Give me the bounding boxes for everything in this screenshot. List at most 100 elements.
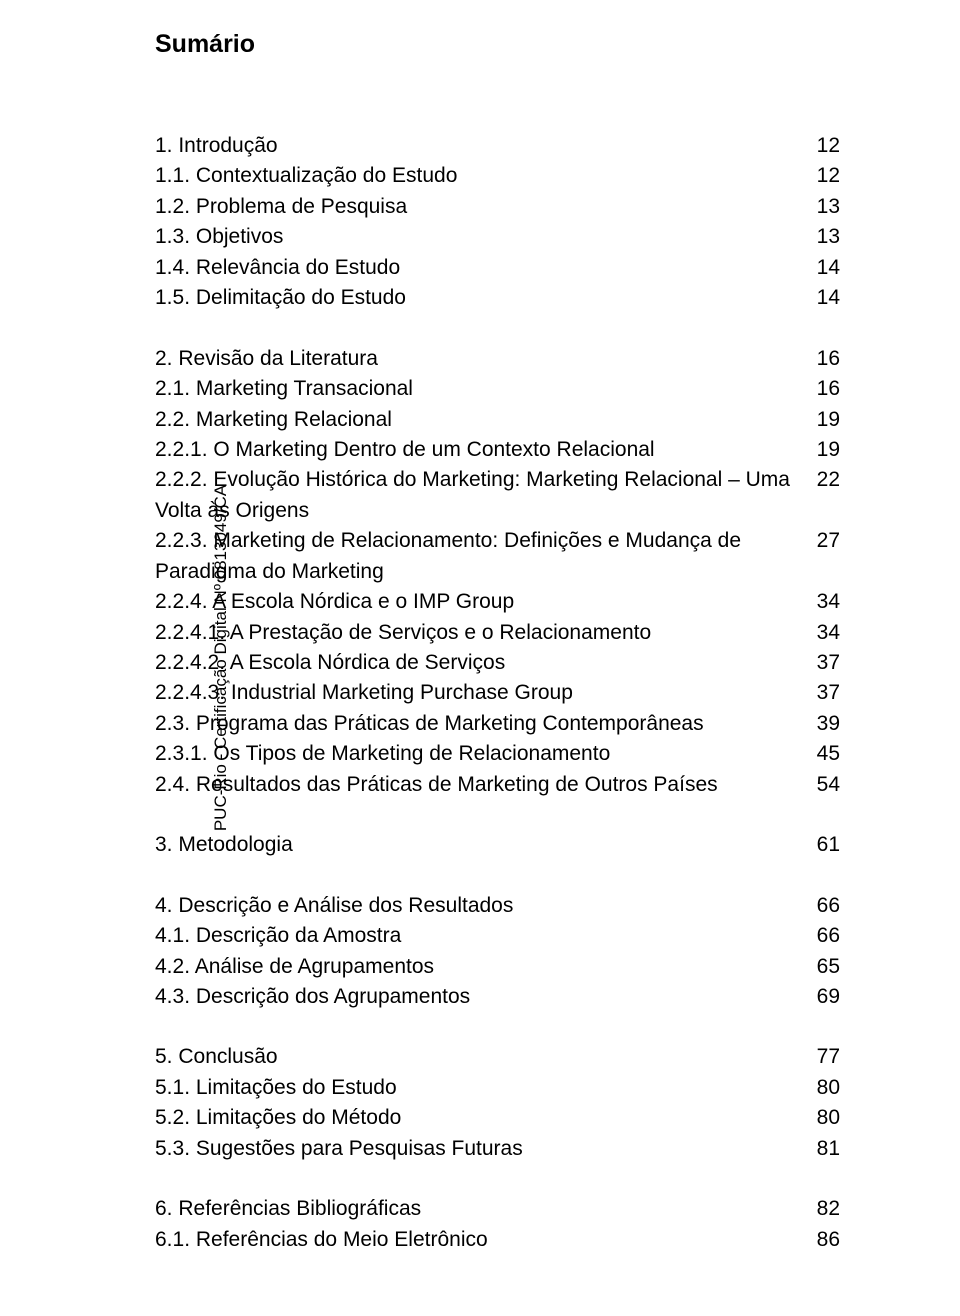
- document-page: PUC-Rio - Certificação Digital Nº 081304…: [0, 0, 960, 1316]
- toc-entry-page: 61: [808, 830, 840, 860]
- toc-entry-text: 5.3. Sugestões para Pesquisas Futuras: [155, 1134, 808, 1164]
- toc-entry-text: 6. Referências Bibliográficas: [155, 1194, 808, 1224]
- toc-entry: 2.3. Programa das Práticas de Marketing …: [155, 709, 840, 739]
- toc-entry-text: 4.3. Descrição dos Agrupamentos: [155, 982, 808, 1012]
- toc-entry-text: 1.4. Relevância do Estudo: [155, 253, 808, 283]
- toc-entry: 4.3. Descrição dos Agrupamentos69: [155, 982, 840, 1012]
- toc-entry: 2.1. Marketing Transacional16: [155, 374, 840, 404]
- toc-container: 1. Introdução121.1. Contextualização do …: [155, 131, 840, 1255]
- toc-entry: 6.1. Referências do Meio Eletrônico86: [155, 1225, 840, 1255]
- toc-entry-page: 82: [808, 1194, 840, 1224]
- toc-entry-text: 4. Descrição e Análise dos Resultados: [155, 891, 808, 921]
- toc-entry-page: 12: [808, 131, 840, 161]
- toc-entry-text: 2.2.2. Evolução Histórica do Marketing: …: [155, 465, 808, 526]
- toc-entry: 2.2.1. O Marketing Dentro de um Contexto…: [155, 435, 840, 465]
- toc-entry-page: 86: [808, 1225, 840, 1255]
- toc-entry-page: 34: [808, 587, 840, 617]
- toc-section: 5. Conclusão775.1. Limitações do Estudo8…: [155, 1042, 840, 1164]
- toc-entry-text: 2.3. Programa das Práticas de Marketing …: [155, 709, 808, 739]
- toc-entry: 2.2.2. Evolução Histórica do Marketing: …: [155, 465, 840, 526]
- toc-entry-page: 66: [808, 891, 840, 921]
- toc-entry-page: 14: [808, 283, 840, 313]
- toc-entry-text: 3. Metodologia: [155, 830, 808, 860]
- toc-entry-page: 13: [808, 192, 840, 222]
- toc-entry: 4.2. Análise de Agrupamentos65: [155, 952, 840, 982]
- toc-entry-text: 1.3. Objetivos: [155, 222, 808, 252]
- toc-entry: 2. Revisão da Literatura16: [155, 344, 840, 374]
- toc-entry: 2.2.4.3. Industrial Marketing Purchase G…: [155, 678, 840, 708]
- toc-section: 1. Introdução121.1. Contextualização do …: [155, 131, 840, 314]
- toc-entry: 2.4. Resultados das Práticas de Marketin…: [155, 770, 840, 800]
- toc-entry-text: 5.1. Limitações do Estudo: [155, 1073, 808, 1103]
- toc-entry-text: 2.3.1. Os Tipos de Marketing de Relacion…: [155, 739, 808, 769]
- toc-entry: 5.3. Sugestões para Pesquisas Futuras81: [155, 1134, 840, 1164]
- toc-entry-text: 2.2.4.1. A Prestação de Serviços e o Rel…: [155, 618, 808, 648]
- toc-entry-text: 1.2. Problema de Pesquisa: [155, 192, 808, 222]
- toc-entry-page: 77: [808, 1042, 840, 1072]
- toc-entry-text: 5. Conclusão: [155, 1042, 808, 1072]
- toc-section: 4. Descrição e Análise dos Resultados664…: [155, 891, 840, 1013]
- toc-entry-page: 54: [808, 770, 840, 800]
- toc-entry: 2.3.1. Os Tipos de Marketing de Relacion…: [155, 739, 840, 769]
- toc-entry-page: 12: [808, 161, 840, 191]
- toc-entry-text: 2.4. Resultados das Práticas de Marketin…: [155, 770, 808, 800]
- toc-entry-page: 37: [808, 648, 840, 678]
- toc-entry-text: 2.2.3. Marketing de Relacionamento: Defi…: [155, 526, 808, 587]
- toc-entry: 2.2.3. Marketing de Relacionamento: Defi…: [155, 526, 840, 587]
- toc-entry: 5.2. Limitações do Método80: [155, 1103, 840, 1133]
- toc-entry: 4.1. Descrição da Amostra66: [155, 921, 840, 951]
- toc-entry: 3. Metodologia61: [155, 830, 840, 860]
- toc-entry-page: 34: [808, 618, 840, 648]
- toc-entry-text: 6.1. Referências do Meio Eletrônico: [155, 1225, 808, 1255]
- toc-entry: 1.2. Problema de Pesquisa13: [155, 192, 840, 222]
- toc-entry-page: 16: [808, 374, 840, 404]
- toc-entry-text: 5.2. Limitações do Método: [155, 1103, 808, 1133]
- toc-entry-page: 27: [808, 526, 840, 556]
- toc-entry-page: 66: [808, 921, 840, 951]
- toc-entry: 2.2. Marketing Relacional19: [155, 405, 840, 435]
- toc-entry-text: 2.2.4.2. A Escola Nórdica de Serviços: [155, 648, 808, 678]
- toc-entry-page: 22: [808, 465, 840, 495]
- toc-entry: 2.2.4.1. A Prestação de Serviços e o Rel…: [155, 618, 840, 648]
- toc-entry-page: 16: [808, 344, 840, 374]
- toc-entry-page: 37: [808, 678, 840, 708]
- toc-entry: 6. Referências Bibliográficas82: [155, 1194, 840, 1224]
- toc-entry-text: 2.2. Marketing Relacional: [155, 405, 808, 435]
- toc-section: 6. Referências Bibliográficas826.1. Refe…: [155, 1194, 840, 1255]
- toc-entry-page: 80: [808, 1073, 840, 1103]
- toc-entry-page: 45: [808, 739, 840, 769]
- toc-entry: 5.1. Limitações do Estudo80: [155, 1073, 840, 1103]
- toc-entry: 4. Descrição e Análise dos Resultados66: [155, 891, 840, 921]
- toc-entry-text: 2. Revisão da Literatura: [155, 344, 808, 374]
- toc-entry-page: 19: [808, 435, 840, 465]
- certification-sidebar-text: PUC-Rio - Certificação Digital Nº 081304…: [211, 485, 231, 831]
- toc-entry-page: 65: [808, 952, 840, 982]
- toc-entry: 2.2.4. A Escola Nórdica e o IMP Group34: [155, 587, 840, 617]
- toc-entry: 1.4. Relevância do Estudo14: [155, 253, 840, 283]
- toc-entry-text: 2.1. Marketing Transacional: [155, 374, 808, 404]
- toc-entry-page: 69: [808, 982, 840, 1012]
- toc-entry: 1.3. Objetivos13: [155, 222, 840, 252]
- toc-entry: 5. Conclusão77: [155, 1042, 840, 1072]
- page-title: Sumário: [155, 30, 840, 59]
- toc-entry-text: 2.2.4.3. Industrial Marketing Purchase G…: [155, 678, 808, 708]
- toc-entry: 1.5. Delimitação do Estudo14: [155, 283, 840, 313]
- toc-entry-text: 2.2.4. A Escola Nórdica e o IMP Group: [155, 587, 808, 617]
- toc-section: 2. Revisão da Literatura162.1. Marketing…: [155, 344, 840, 801]
- toc-entry-page: 39: [808, 709, 840, 739]
- toc-entry: 1. Introdução12: [155, 131, 840, 161]
- toc-entry-text: 1. Introdução: [155, 131, 808, 161]
- toc-entry-text: 4.2. Análise de Agrupamentos: [155, 952, 808, 982]
- toc-entry-page: 80: [808, 1103, 840, 1133]
- toc-entry-text: 1.1. Contextualização do Estudo: [155, 161, 808, 191]
- toc-entry: 2.2.4.2. A Escola Nórdica de Serviços37: [155, 648, 840, 678]
- toc-entry-text: 2.2.1. O Marketing Dentro de um Contexto…: [155, 435, 808, 465]
- toc-entry-page: 13: [808, 222, 840, 252]
- toc-section: 3. Metodologia61: [155, 830, 840, 860]
- toc-entry: 1.1. Contextualização do Estudo12: [155, 161, 840, 191]
- toc-entry-page: 81: [808, 1134, 840, 1164]
- toc-entry-text: 1.5. Delimitação do Estudo: [155, 283, 808, 313]
- toc-entry-page: 14: [808, 253, 840, 283]
- toc-entry-text: 4.1. Descrição da Amostra: [155, 921, 808, 951]
- toc-entry-page: 19: [808, 405, 840, 435]
